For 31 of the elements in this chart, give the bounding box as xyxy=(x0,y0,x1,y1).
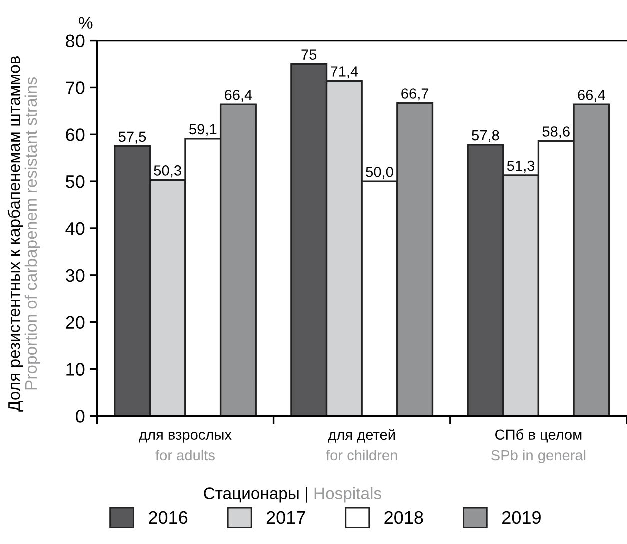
data-label: 75 xyxy=(302,50,317,60)
legend-label: 2017 xyxy=(266,511,306,524)
x-tick-label: для детей for children xyxy=(326,429,398,461)
legend-label: 2018 xyxy=(384,511,424,524)
data-label: 50,0 xyxy=(366,166,394,180)
data-label: 50,3 xyxy=(154,166,182,178)
legend-label: 2019 xyxy=(502,511,541,524)
y-axis-title: Доля резистентных к карбапенемам штаммов Proportion of carbapenem resistant strains xyxy=(8,56,40,412)
legend-label: 2016 xyxy=(149,511,188,524)
data-label: 71,4 xyxy=(330,66,358,79)
y-tick-label: 0 xyxy=(76,410,85,423)
y-tick-label: 20 xyxy=(66,316,85,330)
data-label: 66,4 xyxy=(578,90,606,102)
y-tick-label: 80 xyxy=(66,34,85,48)
x-tick-label: для взрослых for adults xyxy=(139,432,232,461)
text: % xyxy=(79,17,93,29)
data-label: 66,4 xyxy=(225,90,252,102)
x-tick-label: СПб в целом SPb in general xyxy=(492,429,586,464)
x-axis-title: Стационары | Hospitals xyxy=(204,487,382,503)
y-tick-label: 50 xyxy=(66,175,85,188)
data-label: 57,5 xyxy=(118,132,146,144)
data-label: 51,3 xyxy=(507,160,535,173)
y-tick-label: 60 xyxy=(66,128,85,142)
data-label: 66,7 xyxy=(402,88,429,101)
y-tick-label: 30 xyxy=(66,269,85,282)
data-label: 57,8 xyxy=(472,130,500,142)
y-tick-label: 70 xyxy=(66,82,85,94)
y-tick-label: 40 xyxy=(66,222,85,236)
data-label: 58,6 xyxy=(542,126,570,139)
y-tick-label: 10 xyxy=(66,363,85,376)
data-label: 59,1 xyxy=(190,124,217,136)
